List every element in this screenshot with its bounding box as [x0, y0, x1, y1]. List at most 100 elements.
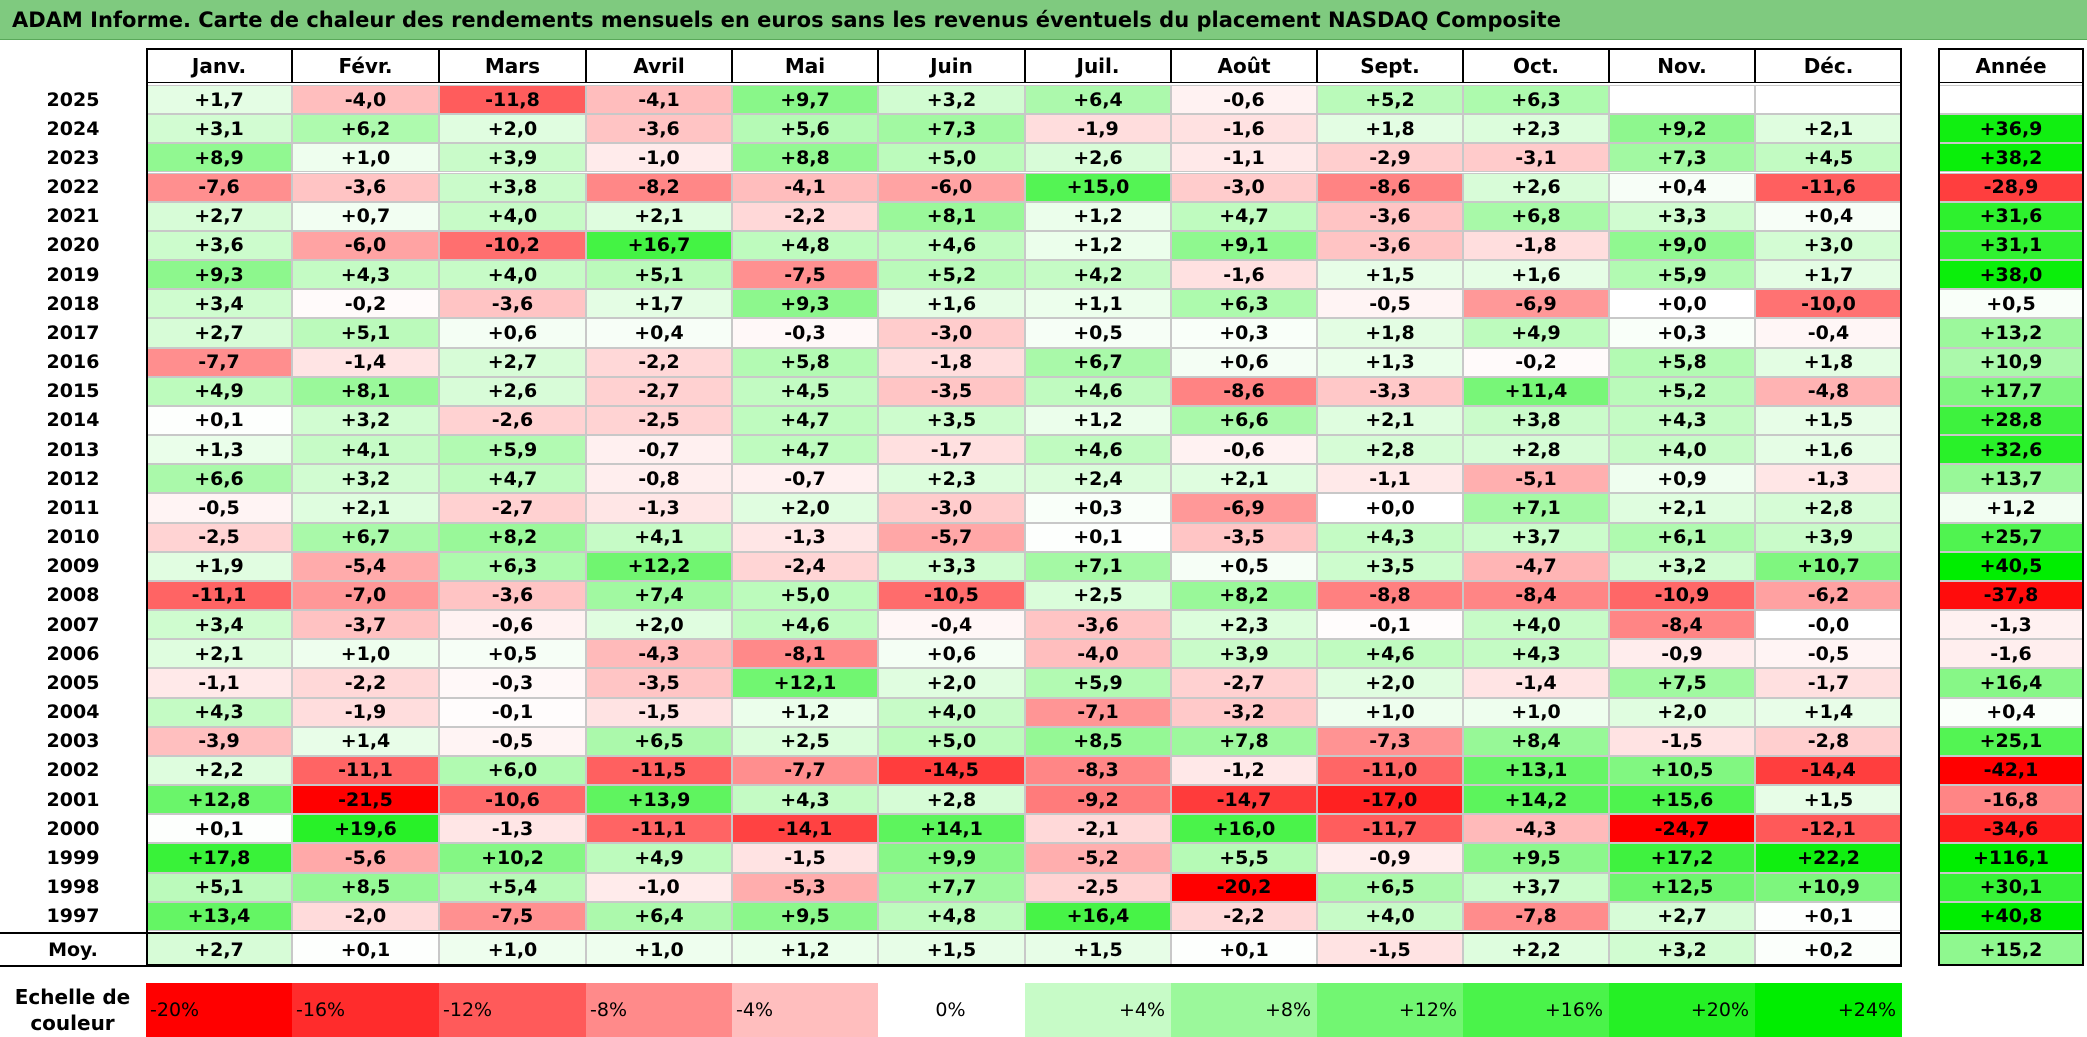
heatmap-cell: +7,4: [586, 580, 732, 611]
legend-swatch-label: -8%: [590, 999, 627, 1021]
annual-cell: -1,6: [1938, 639, 2084, 669]
heatmap-cell: -2,6: [439, 405, 586, 436]
heatmap-cell: +3,5: [878, 405, 1025, 436]
heatmap-cell: -0,1: [1317, 610, 1463, 640]
heatmap-cell: -5,4: [292, 551, 439, 581]
annual-cell: +28,8: [1938, 405, 2084, 436]
heatmap-cell: +8,9: [146, 143, 292, 173]
heatmap-cell: +17,2: [1609, 843, 1755, 873]
heatmap-cell: -0,5: [1755, 639, 1902, 669]
month-header: Août: [1171, 48, 1317, 83]
legend-swatch: +8%: [1171, 983, 1317, 1037]
heatmap-cell: +2,0: [586, 610, 732, 640]
heatmap-cell: +8,5: [1025, 726, 1171, 756]
heatmap-cell: +0,1: [146, 405, 292, 436]
heatmap-cell: -1,8: [878, 347, 1025, 377]
annual-cell: +40,5: [1938, 551, 2084, 581]
year-label: 1999: [46, 846, 100, 869]
heatmap-cell: +0,6: [1171, 347, 1317, 377]
heatmap-cell: -3,6: [586, 114, 732, 144]
month-header: Juin: [878, 48, 1025, 83]
heatmap-cell: +2,0: [732, 493, 878, 523]
month-header: Juil.: [1025, 48, 1171, 83]
heatmap-cell: -1,3: [439, 814, 586, 844]
legend-swatch: 0%: [878, 983, 1025, 1037]
heatmap-cell: +7,1: [1463, 493, 1609, 523]
legend-swatch: -12%: [439, 983, 586, 1037]
heatmap-cell: +8,2: [1171, 580, 1317, 611]
heatmap-cell: +2,1: [586, 201, 732, 231]
heatmap-cell: +7,5: [1609, 668, 1755, 698]
annual-cell: +38,0: [1938, 260, 2084, 290]
heatmap-cell: -7,7: [146, 347, 292, 377]
heatmap-cell: -8,1: [732, 639, 878, 669]
heatmap-cell: +13,4: [146, 901, 292, 931]
heatmap-cell: +2,3: [1463, 114, 1609, 144]
heatmap-cell: -5,7: [878, 522, 1025, 552]
heatmap-cell: +1,8: [1317, 318, 1463, 348]
heatmap-cell: +5,8: [732, 347, 878, 377]
year-label: 2015: [46, 380, 100, 403]
heatmap-cell: -1,7: [1755, 668, 1902, 698]
heatmap-cell: -4,1: [732, 172, 878, 202]
heatmap-cell: -2,7: [439, 493, 586, 523]
heatmap-cell: +1,6: [1755, 435, 1902, 465]
heatmap-cell: +0,5: [439, 639, 586, 669]
annual-cell: -16,8: [1938, 785, 2084, 815]
heatmap-cell: -1,8: [1463, 230, 1609, 260]
heatmap-cell: +3,9: [1755, 522, 1902, 552]
heatmap-cell: +6,4: [1025, 85, 1171, 115]
legend-swatch-label: 0%: [935, 999, 966, 1021]
heatmap-cell: +2,1: [146, 639, 292, 669]
heatmap-cell: +4,9: [1463, 318, 1609, 348]
heatmap-cell: +4,3: [732, 785, 878, 815]
legend-swatch-label: -16%: [296, 999, 346, 1021]
heatmap-cell: -3,6: [292, 172, 439, 202]
heatmap-cell: +3,6: [146, 230, 292, 260]
heatmap-cell: +11,4: [1463, 376, 1609, 406]
heatmap-cell: -10,5: [878, 580, 1025, 611]
year-label: 2005: [46, 671, 100, 694]
heatmap-cell: +5,9: [439, 435, 586, 465]
heatmap-cell: -0,5: [439, 726, 586, 756]
heatmap-cell: +5,8: [1609, 347, 1755, 377]
heatmap-cell: +0,5: [1171, 551, 1317, 581]
heatmap-cell: -1,1: [1317, 464, 1463, 494]
legend-swatch: -20%: [146, 983, 292, 1037]
heatmap-cell: +5,0: [732, 580, 878, 611]
heatmap-cell: -17,0: [1317, 785, 1463, 815]
heatmap-cell: -5,2: [1025, 843, 1171, 873]
heatmap-cell: -3,6: [1317, 230, 1463, 260]
annual-cell: +16,4: [1938, 668, 2084, 698]
heatmap-cell: +16,4: [1025, 901, 1171, 931]
heatmap-cell: -0,2: [292, 289, 439, 319]
heatmap-cell: +2,1: [292, 493, 439, 523]
heatmap-cell: +4,3: [292, 260, 439, 290]
heatmap-cell: +3,0: [1755, 230, 1902, 260]
annual-cell: +31,1: [1938, 230, 2084, 260]
heatmap-cell: +12,1: [732, 668, 878, 698]
heatmap-cell: -8,6: [1171, 376, 1317, 406]
heatmap-cell: +13,1: [1463, 755, 1609, 786]
heatmap-cell: -0,4: [1755, 318, 1902, 348]
heatmap-cell: -7,5: [732, 260, 878, 290]
average-cell: +0,1: [292, 933, 439, 966]
heatmap-cell: -1,5: [586, 697, 732, 727]
month-header: Sept.: [1317, 48, 1463, 83]
heatmap-cell: -4,0: [1025, 639, 1171, 669]
heatmap-cell: -1,3: [586, 493, 732, 523]
year-label: 2002: [46, 759, 100, 782]
heatmap-cell: -3,6: [1025, 610, 1171, 640]
month-header: Févr.: [292, 48, 439, 83]
heatmap-cell: +5,0: [878, 726, 1025, 756]
heatmap-cell: -3,2: [1171, 697, 1317, 727]
heatmap-cell: -20,2: [1171, 872, 1317, 902]
heatmap-cell: -6,0: [878, 172, 1025, 202]
heatmap-cell: +9,2: [1609, 114, 1755, 144]
year-label: 1997: [46, 905, 100, 928]
average-cell: +2,7: [146, 933, 292, 966]
year-label: 2024: [46, 117, 100, 140]
heatmap-cell: -0,8: [586, 464, 732, 494]
heatmap-cell: +14,1: [878, 814, 1025, 844]
heatmap-cell: +4,7: [1171, 201, 1317, 231]
